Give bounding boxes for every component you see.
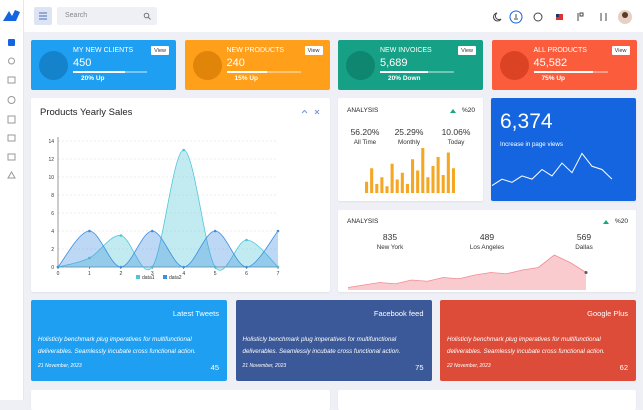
stat-card: NEW PRODUCTS 240 15% Up View — [184, 40, 330, 90]
stat-title: MY NEW CLIENTS — [73, 47, 134, 54]
stat-change: 20% Down — [388, 75, 421, 82]
stat-label: All Time — [353, 139, 377, 146]
page-views-label: Increase in page views — [500, 141, 563, 148]
stat-title: NEW INVOICES — [380, 47, 432, 54]
stat-value: 240 — [226, 57, 245, 69]
sidebar — [0, 0, 24, 400]
stat-label: Los Angeles — [469, 244, 505, 251]
social-text: Holisticly benchmark plug imperatives fo… — [447, 336, 605, 355]
stat-change: 20% Up — [81, 75, 105, 82]
search-placeholder: Search — [65, 12, 88, 19]
stat-change: 15% Up — [234, 75, 258, 82]
stat-icon — [499, 51, 529, 80]
stat-label: New York — [376, 244, 404, 251]
stat-icon — [346, 51, 375, 80]
progress-fill — [73, 71, 125, 73]
stat-change: 75% Up — [541, 75, 565, 82]
progress-track — [533, 71, 608, 73]
social-text: Holisticly benchmark plug imperatives fo… — [242, 336, 401, 355]
stat-value: 450 — [73, 57, 92, 69]
analysis2-card: ANALYSIS %20 — [338, 210, 636, 292]
sales-title: Products Yearly Sales — [40, 107, 133, 118]
search-box[interactable]: Search — [57, 7, 157, 25]
progress-track — [380, 71, 454, 73]
top-bar: Search — [24, 0, 643, 32]
social-title: Facebook feed — [373, 309, 424, 318]
analysis-card: ANALYSIS %20 — [338, 98, 483, 201]
social-card: Latest Tweets Holisticly benchmark plug i… — [31, 300, 227, 381]
stat-icon — [192, 51, 222, 80]
stat-value: 45,582 — [533, 57, 568, 69]
card-controls[interactable] — [299, 107, 323, 117]
sidebar-icons — [3, 10, 20, 179]
stat-value: 5,689 — [380, 57, 408, 69]
header-icons[interactable] — [484, 6, 643, 28]
social-card: Google Plus Holisticly benchmark plug imp… — [440, 300, 636, 381]
stat-icon — [39, 51, 68, 80]
social-title: Google Plus — [587, 309, 628, 318]
social-card: Facebook feed Holisticly benchmark plug i… — [235, 300, 432, 381]
social-title: Latest Tweets — [172, 309, 219, 318]
analysis2-change: %20 — [614, 218, 628, 225]
progress-fill — [226, 71, 268, 73]
social-likes: 75 — [415, 363, 424, 372]
sales-card: Products Yearly Sales — [31, 98, 330, 292]
stat-label: Monthly — [397, 139, 421, 146]
view-button[interactable]: View — [304, 46, 323, 55]
stat-title: NEW PRODUCTS — [226, 47, 285, 54]
stat-number: 56.20% — [350, 127, 380, 137]
progress-fill — [380, 71, 429, 73]
bottom-card — [31, 390, 330, 410]
page-views-card: 6,374 Increase in page views — [491, 98, 636, 201]
analysis-change: %20 — [461, 107, 475, 114]
social-date: 21 November, 2023 — [242, 363, 287, 369]
stat-number: 25.29% — [394, 127, 424, 137]
stat-card: ALL PRODUCTS 45,582 75% Up View — [491, 40, 637, 90]
social-date: 21 November, 2023 — [38, 363, 82, 369]
social-date: 22 November, 2023 — [447, 363, 491, 369]
stat-card: MY NEW CLIENTS 450 20% Up View — [31, 40, 176, 90]
view-button[interactable]: View — [611, 46, 630, 55]
page-views-value: 6,374 — [500, 110, 553, 133]
stat-number: 489 — [479, 232, 495, 242]
stat-number: 569 — [576, 232, 592, 242]
progress-track — [73, 71, 147, 73]
stat-number: 835 — [382, 232, 398, 242]
menu-button[interactable] — [34, 7, 52, 25]
stat-number: 10.06% — [441, 127, 471, 137]
progress-track — [226, 71, 301, 73]
social-likes: 62 — [619, 363, 628, 372]
analysis-title: ANALYSIS — [347, 107, 379, 114]
progress-fill — [533, 71, 593, 73]
social-text: Holisticly benchmark plug imperatives fo… — [38, 336, 196, 355]
stat-label: Dallas — [575, 244, 593, 251]
stat-title: ALL PRODUCTS — [533, 47, 587, 54]
view-button[interactable]: View — [151, 46, 169, 55]
stat-label: Today — [447, 139, 465, 146]
stat-card: NEW INVOICES 5,689 20% Down View — [338, 40, 483, 90]
social-likes: 45 — [210, 363, 219, 372]
analysis2-title: ANALYSIS — [347, 218, 379, 225]
view-button[interactable]: View — [458, 46, 476, 55]
bottom-card — [338, 390, 636, 410]
